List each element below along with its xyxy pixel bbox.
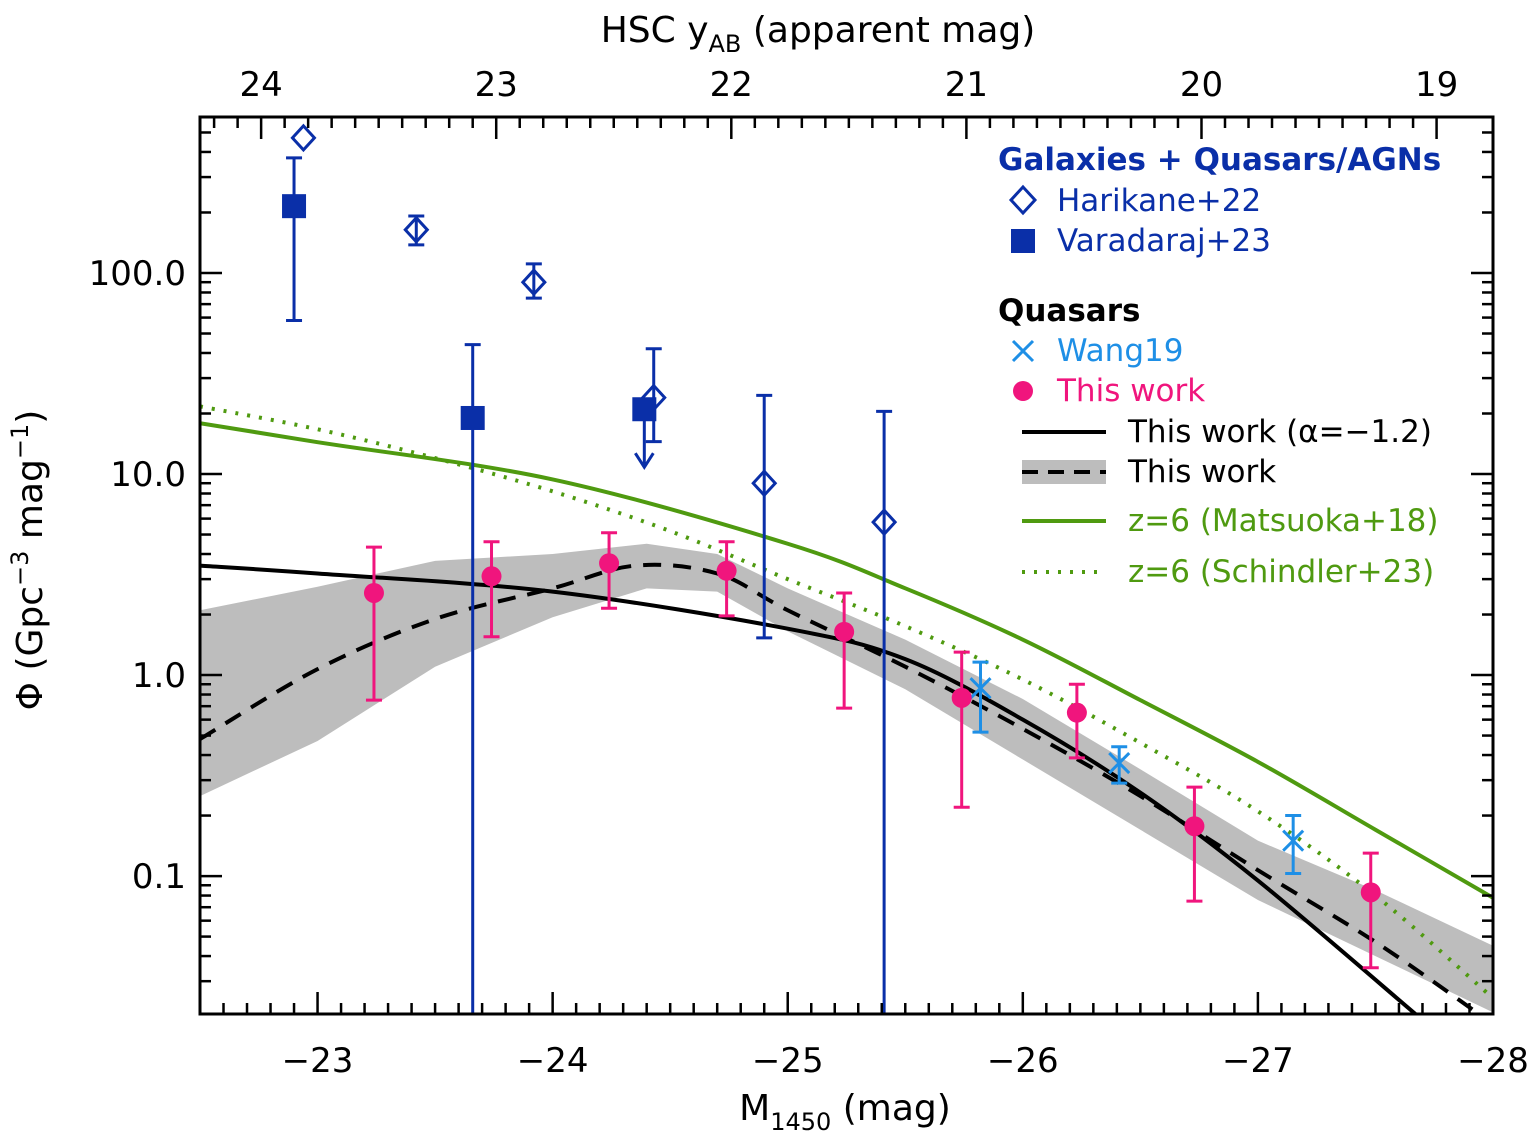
x-marker: [1108, 751, 1131, 775]
legend-diamond-icon: [1008, 184, 1038, 216]
data-point-3-3: [716, 540, 737, 618]
x-tick-label: −23: [282, 1041, 354, 1081]
square-marker: [282, 194, 307, 219]
data-point-1-0: [282, 156, 307, 323]
legend-harikane: Harikane+22: [1057, 183, 1261, 219]
legend-circle-icon: [1013, 381, 1033, 401]
circle-marker: [834, 621, 855, 642]
data-point-3-7: [1184, 785, 1205, 903]
circle-marker: [716, 560, 737, 581]
data-point-0-5: [871, 409, 898, 1014]
legend-fit-dpl: This work: [1127, 454, 1276, 490]
legend-group-quasars: Quasars: [998, 293, 1140, 329]
x-marker: [1282, 829, 1305, 852]
circle-marker: [481, 566, 502, 587]
diamond-marker: [751, 468, 778, 498]
curve-0: [200, 563, 1417, 1014]
top-tick-label: 21: [945, 65, 988, 105]
top-tick-label: 19: [1415, 65, 1458, 105]
data-point-2-1: [1108, 745, 1131, 785]
x-tick-label: −25: [752, 1041, 824, 1081]
circle-marker: [1360, 882, 1381, 903]
top-tick-label: 24: [239, 65, 282, 105]
circle-marker: [951, 687, 972, 708]
diamond-marker: [403, 215, 430, 245]
legend-wang: Wang19: [1057, 333, 1183, 369]
y-tick-label: 100.0: [89, 254, 186, 294]
plot-frame: [198, 115, 1495, 1016]
data-point-1-1: [460, 343, 485, 1014]
data-point-2-2: [1282, 814, 1305, 875]
legend-varadaraj: Varadaraj+23: [1057, 223, 1271, 259]
diamond-marker: [871, 507, 898, 537]
legend-fit-alpha: This work (α=−1.2): [1127, 414, 1432, 450]
data-point-0-4: [751, 393, 778, 640]
data-point-3-6: [1066, 682, 1087, 760]
data-point-3-2: [599, 531, 620, 610]
diamond-marker: [290, 123, 317, 153]
legend-x-icon: [1011, 339, 1035, 363]
data-point-3-8: [1360, 851, 1381, 970]
x-tick-label: −28: [1457, 1041, 1529, 1081]
top-tick-label: 22: [710, 65, 753, 105]
data-point-0-2: [520, 262, 547, 300]
x-tick-label: −26: [987, 1041, 1059, 1081]
data-point-3-4: [834, 591, 855, 710]
x-tick-label: −24: [517, 1041, 589, 1081]
curve-1: [200, 562, 1478, 1014]
y-axis-label: Φ (Gpc−3 mag−1): [6, 410, 51, 711]
circle-marker: [1066, 702, 1087, 723]
data-point-3-5: [951, 650, 972, 809]
top-tick-label: 20: [1180, 65, 1223, 105]
curve-2: [200, 421, 1493, 900]
x-marker: [969, 677, 992, 700]
square-marker: [460, 405, 485, 430]
y-tick-label: 1.0: [132, 656, 186, 696]
x-axis-label: M1450 (mag): [739, 1088, 951, 1134]
confidence-band: [200, 543, 1493, 1013]
y-tick-label: 0.1: [132, 857, 186, 897]
legend-square-icon: [1011, 229, 1035, 253]
data-point-2-0: [969, 660, 992, 734]
diamond-marker: [520, 267, 547, 297]
data-point-3-0: [363, 545, 384, 702]
legend-schindler: z=6 (Schindler+23): [1128, 554, 1434, 590]
data-point-0-1: [403, 214, 430, 247]
circle-marker: [363, 582, 384, 603]
circle-marker: [1184, 816, 1205, 837]
x-tick-label: −27: [1222, 1041, 1294, 1081]
data-point-1-2: [632, 397, 657, 471]
square-marker: [632, 397, 657, 422]
legend-group-galaxies: Galaxies + Quasars/AGNs: [998, 142, 1441, 178]
y-tick-label: 10.0: [110, 455, 186, 495]
circle-marker: [599, 553, 620, 574]
data-point-3-1: [481, 540, 502, 639]
legend-matsuoka: z=6 (Matsuoka+18): [1128, 503, 1439, 539]
top-axis-label: HSC yAB (apparent mag): [601, 10, 1036, 58]
data-point-0-0: [290, 123, 317, 153]
legend: Galaxies + Quasars/AGNs Harikane+22 Vara…: [998, 142, 1441, 590]
data-point-0-3: [640, 347, 667, 444]
top-tick-label: 23: [475, 65, 518, 105]
legend-thiswork: This work: [1056, 373, 1205, 409]
